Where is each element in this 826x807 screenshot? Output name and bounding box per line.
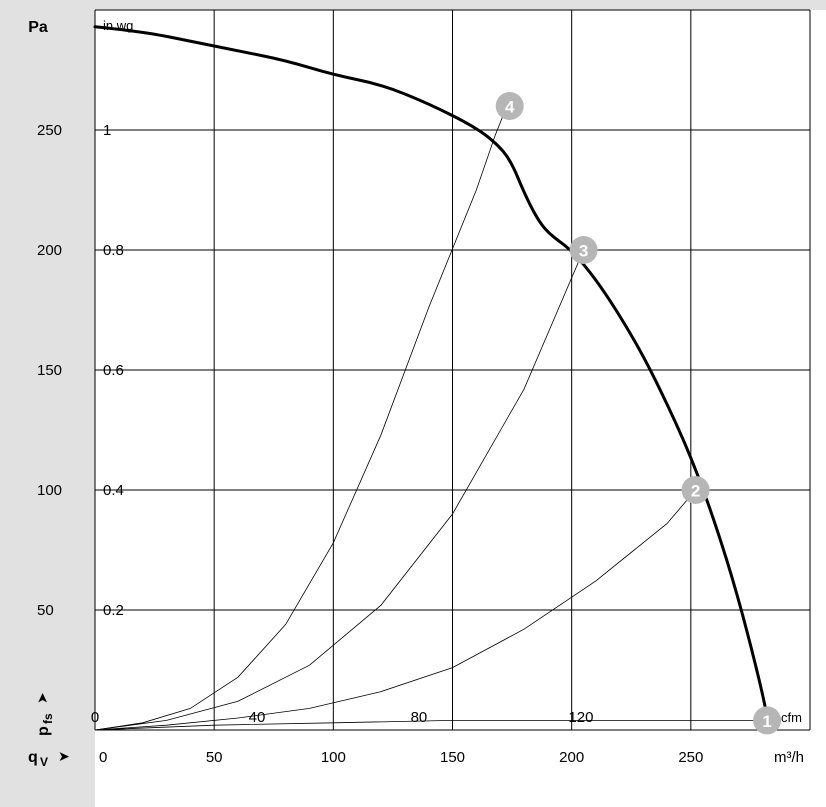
x-tick-m3h: 200 <box>559 749 584 766</box>
x-tick-m3h: 250 <box>678 749 703 766</box>
y-tick-inwg: 0.4 <box>103 482 124 499</box>
y-tick-pa: 50 <box>37 602 54 619</box>
operating-point-3: 3 <box>570 236 598 264</box>
svg-text:p: p <box>35 726 52 736</box>
y-axis-unit-pa: Pa <box>28 19 48 36</box>
operating-point-1: 1 <box>753 706 781 734</box>
x-tick-cfm: 0 <box>91 709 99 726</box>
y-tick-inwg: 0.6 <box>103 362 124 379</box>
svg-text:fs: fs <box>41 713 55 724</box>
y-tick-pa: 150 <box>37 362 62 379</box>
x-tick-m3h: 150 <box>440 749 465 766</box>
x-tick-cfm: 120 <box>568 709 593 726</box>
y-tick-inwg: 1 <box>103 122 111 139</box>
fan-pressure-chart: 432150100150200250Papfs➤0.20.40.60.81in … <box>0 0 826 807</box>
svg-text:3: 3 <box>579 242 588 261</box>
x-axis-arrow-icon: ➤ <box>58 748 70 764</box>
x-axis-symbol-qv-sub: V <box>40 755 48 769</box>
y-tick-pa: 200 <box>37 242 62 259</box>
x-axis-unit-m3h: m³/h <box>774 749 804 766</box>
y-tick-inwg: 0.8 <box>103 242 124 259</box>
x-axis-unit-cfm: cfm <box>781 710 802 725</box>
svg-text:2: 2 <box>691 482 700 501</box>
x-tick-m3h: 50 <box>206 749 223 766</box>
svg-text:4: 4 <box>505 98 515 117</box>
svg-text:1: 1 <box>762 712 771 731</box>
x-axis-symbol-qv: q <box>28 749 38 766</box>
y-tick-pa: 250 <box>37 122 62 139</box>
svg-text:➤: ➤ <box>34 692 50 704</box>
y-axis-unit-inwg: in wg <box>103 18 133 33</box>
x-tick-m3h: 0 <box>99 749 107 766</box>
x-tick-m3h: 100 <box>321 749 346 766</box>
y-tick-inwg: 0.2 <box>103 602 124 619</box>
y-tick-pa: 100 <box>37 482 62 499</box>
x-tick-cfm: 80 <box>411 709 428 726</box>
operating-point-2: 2 <box>682 476 710 504</box>
x-tick-cfm: 40 <box>249 709 266 726</box>
chart-svg: 432150100150200250Papfs➤0.20.40.60.81in … <box>0 0 826 807</box>
operating-point-4: 4 <box>496 92 524 120</box>
